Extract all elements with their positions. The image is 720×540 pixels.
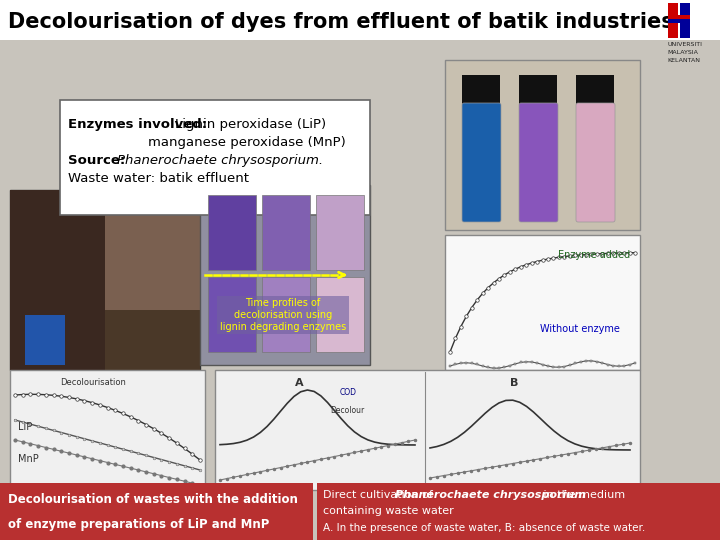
Text: A. In the presence of waste water, B: absence of waste water.: A. In the presence of waste water, B: ab… xyxy=(323,523,645,532)
Bar xyxy=(0,483,313,540)
Bar xyxy=(668,15,690,23)
Bar xyxy=(668,3,678,38)
Text: A: A xyxy=(295,378,304,388)
Text: of enzyme preparations of LiP and MnP: of enzyme preparations of LiP and MnP xyxy=(8,518,269,531)
Text: Lignin peroxidase (LiP): Lignin peroxidase (LiP) xyxy=(175,118,326,131)
Bar xyxy=(262,195,310,270)
Bar xyxy=(105,310,200,370)
Bar xyxy=(208,195,256,270)
Text: Decolour: Decolour xyxy=(330,406,364,415)
Bar xyxy=(10,190,200,370)
Text: KELANTAN: KELANTAN xyxy=(667,58,700,63)
Text: UNIVERSITI: UNIVERSITI xyxy=(667,42,702,47)
Text: MnP: MnP xyxy=(18,454,39,464)
Text: Phanerochaete chrysosporium: Phanerochaete chrysosporium xyxy=(395,490,585,500)
Text: Direct cultivation of: Direct cultivation of xyxy=(323,490,436,500)
FancyBboxPatch shape xyxy=(519,103,558,222)
Bar xyxy=(215,370,640,490)
Text: B: B xyxy=(510,378,518,388)
Text: Without enzyme: Without enzyme xyxy=(540,324,620,334)
Text: LiP: LiP xyxy=(18,422,32,432)
Bar xyxy=(668,19,690,23)
Bar xyxy=(208,277,256,352)
Text: Source:: Source: xyxy=(68,154,130,167)
Bar xyxy=(262,277,310,352)
FancyBboxPatch shape xyxy=(462,103,501,222)
Bar xyxy=(317,483,720,540)
Bar xyxy=(10,370,205,490)
Text: MALAYSIA: MALAYSIA xyxy=(667,50,698,55)
Bar xyxy=(105,190,200,310)
Text: Enzyme added: Enzyme added xyxy=(558,250,630,260)
Text: Waste water: batik effluent: Waste water: batik effluent xyxy=(68,172,249,185)
Bar xyxy=(60,100,370,215)
Bar xyxy=(680,3,690,38)
Text: Enzymes involved:: Enzymes involved: xyxy=(68,118,207,131)
Text: Phanerochaete chrysosporium.: Phanerochaete chrysosporium. xyxy=(117,154,323,167)
FancyBboxPatch shape xyxy=(576,103,615,222)
Bar xyxy=(200,185,370,365)
Bar xyxy=(316,277,364,352)
Bar xyxy=(445,60,640,230)
Text: Time profiles of
decolorisation using
lignin degrading enzymes: Time profiles of decolorisation using li… xyxy=(220,299,346,332)
Bar xyxy=(10,190,105,370)
Bar xyxy=(0,0,720,40)
Text: Decolourisation of dyes from effluent of batik industries: Decolourisation of dyes from effluent of… xyxy=(8,12,674,32)
Bar xyxy=(576,75,614,105)
Bar xyxy=(519,75,557,105)
Text: manganese peroxidase (MnP): manganese peroxidase (MnP) xyxy=(148,136,346,149)
Bar xyxy=(316,195,364,270)
Text: COD: COD xyxy=(340,388,357,397)
Bar xyxy=(25,315,65,365)
Bar xyxy=(462,75,500,105)
Text: containing waste water: containing waste water xyxy=(323,505,454,516)
Text: Decolourisation: Decolourisation xyxy=(60,378,126,387)
Bar xyxy=(445,235,640,370)
Text: Decolourisation of wastes with the addition: Decolourisation of wastes with the addit… xyxy=(8,492,298,505)
Text: in the medium: in the medium xyxy=(540,490,625,500)
